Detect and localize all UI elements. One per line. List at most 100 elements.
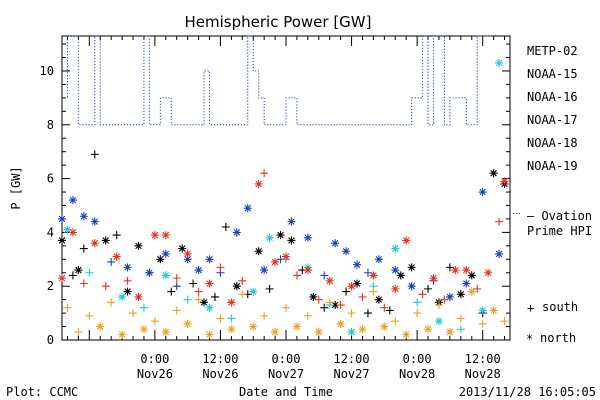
data-point-north (456, 290, 465, 299)
data-point-north (347, 282, 356, 291)
data-point-north (467, 287, 476, 296)
data-point-north (282, 252, 290, 261)
data-point-north (407, 282, 416, 291)
data-point-north (118, 330, 127, 339)
data-point-north (249, 322, 258, 331)
data-point-south (90, 150, 99, 159)
data-point-north (489, 306, 498, 315)
series-noaa-19 (58, 169, 509, 312)
data-point-north (380, 322, 389, 331)
data-point-south (320, 271, 329, 280)
data-point-south (101, 282, 110, 291)
data-point-south (167, 287, 176, 296)
data-point-south (74, 327, 83, 336)
data-point-north (161, 271, 170, 280)
data-point-north (303, 233, 312, 242)
data-point-south (440, 295, 449, 304)
data-point-north (325, 276, 334, 285)
data-point-north (227, 298, 236, 307)
data-point-south (172, 306, 181, 315)
data-point-south (85, 268, 94, 277)
data-point-south (380, 303, 389, 312)
data-point-north (139, 325, 148, 334)
x-tick-label-date: Nov28 (465, 367, 501, 381)
data-point-south (495, 217, 504, 226)
data-point-north (194, 266, 203, 275)
data-point-north (200, 298, 209, 307)
data-point-south (112, 231, 121, 240)
data-point-south (325, 298, 334, 307)
data-point-south (478, 319, 487, 328)
data-point-north (402, 330, 411, 339)
data-point-north (500, 177, 509, 186)
data-point-south (216, 263, 225, 272)
data-point-north (396, 271, 405, 280)
x-axis-label: Date and Time (239, 385, 333, 399)
data-point-south (123, 276, 132, 285)
data-point-south (292, 271, 301, 280)
x-tick-label-time: 12:00 (333, 352, 369, 366)
data-point-south (369, 287, 378, 296)
data-point-north (445, 292, 454, 301)
data-point-north (243, 204, 252, 213)
data-point-north (145, 268, 154, 277)
chart-title: Hemispheric Power [GW] (185, 13, 372, 31)
y-axis-label: P [GW] (9, 166, 23, 209)
legend-entry-noaa-19: NOAA-19 (527, 159, 578, 173)
data-point-south (424, 284, 433, 293)
data-point-north (134, 241, 143, 250)
data-point-north (58, 214, 66, 223)
data-point-north (123, 287, 132, 296)
data-point-south (347, 309, 356, 318)
data-point-south (282, 303, 290, 312)
y-tick-label: 6 (47, 172, 54, 186)
data-point-south (238, 276, 247, 285)
data-point-south (418, 290, 427, 299)
x-tick-label-date: Nov28 (399, 367, 435, 381)
y-tick-label: 4 (47, 225, 54, 239)
data-point-north (58, 274, 66, 283)
plot-frame (61, 35, 511, 341)
data-point-north (429, 274, 438, 283)
data-point-north (254, 247, 263, 256)
data-point-north (484, 268, 493, 277)
legend-south-marker-symbol: + (527, 301, 534, 315)
legend-entry-noaa-15: NOAA-15 (527, 67, 578, 81)
series-noaa-16 (63, 58, 504, 336)
data-point-south (358, 292, 367, 301)
data-point-south (150, 317, 159, 326)
data-point-north (232, 282, 241, 291)
data-point-north (101, 236, 110, 245)
data-point-north (478, 306, 487, 315)
x-tick-label-date: Nov26 (202, 367, 238, 381)
data-point-north (347, 327, 356, 336)
data-point-north (336, 319, 345, 328)
data-point-north (495, 249, 504, 258)
legend-entry-noaa-17: NOAA-17 (527, 113, 578, 127)
data-point-north (183, 255, 192, 264)
data-point-south (129, 309, 138, 318)
series-noaa-18 (63, 287, 509, 339)
y-axis: 0 2 4 6 8 10 (40, 43, 510, 347)
data-point-south (210, 292, 219, 301)
data-point-north (205, 303, 214, 312)
legend: METP-02 NOAA-15 NOAA-16 NOAA-17 NOAA-18 … (526, 44, 592, 346)
data-point-north (260, 266, 269, 275)
data-point-south (79, 244, 88, 253)
data-point-south (221, 223, 230, 232)
data-point-north (156, 255, 165, 264)
x-tick-label-time: 12:00 (202, 352, 238, 366)
data-point-north (462, 279, 471, 288)
data-point-north (353, 260, 362, 269)
data-point-north (118, 292, 127, 301)
data-point-north (90, 217, 99, 226)
x-tick-label-time: 0:00 (403, 352, 432, 366)
data-point-north (331, 301, 340, 310)
data-point-south (189, 279, 198, 288)
data-point-north (63, 225, 72, 234)
data-point-north (205, 279, 214, 288)
y-tick-label: 2 (47, 279, 54, 293)
data-point-south (85, 311, 94, 320)
data-point-north (342, 247, 351, 256)
data-point-south (303, 311, 312, 320)
